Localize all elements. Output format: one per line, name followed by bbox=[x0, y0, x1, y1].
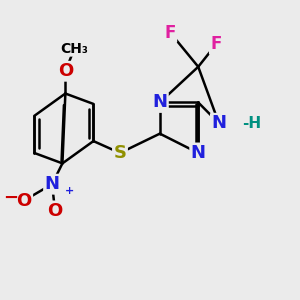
Text: −: − bbox=[3, 189, 18, 207]
Text: O: O bbox=[58, 62, 73, 80]
Text: N: N bbox=[212, 114, 226, 132]
Text: -H: -H bbox=[242, 116, 262, 131]
Text: S: S bbox=[113, 144, 127, 162]
Text: F: F bbox=[164, 24, 176, 42]
Text: N: N bbox=[191, 144, 206, 162]
Text: O: O bbox=[47, 202, 63, 220]
Text: N: N bbox=[45, 175, 60, 193]
Text: CH₃: CH₃ bbox=[60, 42, 88, 56]
Text: +: + bbox=[65, 186, 74, 196]
Text: N: N bbox=[152, 93, 167, 111]
Text: F: F bbox=[210, 35, 222, 53]
Text: O: O bbox=[16, 191, 32, 209]
